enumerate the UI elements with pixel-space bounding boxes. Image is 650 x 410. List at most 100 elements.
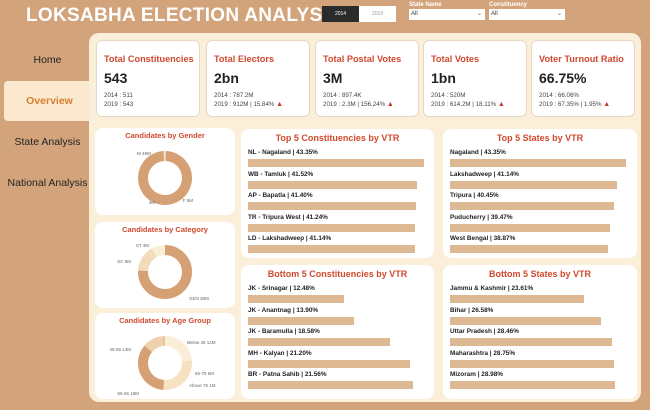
kpi-sub: 2014 : 520M 2019 : 614.2M | 18.11% ▲ bbox=[431, 91, 526, 109]
donut-label: F 5M bbox=[183, 198, 194, 203]
kpi-value: 3M bbox=[323, 70, 343, 86]
kpi-2019-text: 2019 : 67.35% | 1.95% bbox=[539, 101, 602, 108]
bar-row: WB - Tamluk | 41.52% bbox=[248, 171, 428, 189]
bar-row: Mizoram | 28.98% bbox=[450, 371, 631, 389]
bar-row: BR - Patna Sahib | 21.56% bbox=[248, 371, 428, 389]
age-chart-title: Candidates by Age Group bbox=[119, 316, 211, 325]
bottom-constituencies-title: Bottom 5 Constituencies by VTR bbox=[267, 269, 408, 279]
year-2019-button[interactable]: 2019 bbox=[359, 6, 396, 22]
kpi-title: Total Electors bbox=[214, 54, 275, 64]
bottom-constituencies-panel: Bottom 5 Constituencies by VTR JK - Srin… bbox=[241, 265, 434, 399]
kpi-2019: 2019 : 543 bbox=[104, 100, 199, 109]
donut-slice bbox=[163, 360, 192, 390]
bar-row: Maharashtra | 28.75% bbox=[450, 350, 631, 368]
kpi-sub: 2014 : 787.2M 2019 : 912M | 15.84% ▲ bbox=[214, 91, 309, 109]
bar bbox=[248, 202, 416, 210]
bar-label: Bihar | 26.58% bbox=[450, 306, 494, 314]
donut-label: ST 4M bbox=[136, 243, 149, 248]
bar-label: Nagaland | 43.35% bbox=[450, 149, 506, 156]
bar bbox=[450, 295, 584, 303]
kpi-title: Total Constituencies bbox=[104, 54, 194, 64]
warning-triangle-icon: ▲ bbox=[276, 101, 284, 108]
kpi-sub: 2014 : 897.4K 2019 : 2.3M | 156.24% ▲ bbox=[323, 91, 418, 109]
donut-label: 65-75 6M bbox=[195, 371, 214, 376]
bar bbox=[450, 359, 614, 368]
donut-label: GEN 38M bbox=[189, 296, 209, 301]
nav-item-national-analysis[interactable]: National Analysis bbox=[7, 177, 88, 189]
bar-row: Tripura | 40.45% bbox=[450, 192, 631, 210]
kpi-card: Voter Turnout Ratio 66.75% 2014 : 66.06% 20… bbox=[531, 40, 635, 117]
bar-label: JK - Baramulla | 18.58% bbox=[248, 328, 320, 335]
donut-slice bbox=[138, 245, 192, 299]
kpi-2014: 2014 : 511 bbox=[104, 92, 133, 99]
bar bbox=[450, 223, 610, 232]
main-canvas: Total Constituencies 543 2014 : 511 2019 : … bbox=[89, 33, 641, 402]
bottom-states-panel: Bottom 5 States by VTR Jammu & Kashmir |… bbox=[443, 265, 637, 399]
bar-label: Mizoram | 28.98% bbox=[450, 371, 503, 378]
category-donut-chart: GEN 38M SC 8M ST 4M bbox=[117, 243, 209, 301]
donut-label: M 49M bbox=[137, 151, 151, 156]
warning-triangle-icon: ▲ bbox=[386, 101, 394, 108]
bar-label: Maharashtra | 28.75% bbox=[450, 349, 516, 357]
donut-slice bbox=[138, 151, 192, 205]
kpi-value: 2bn bbox=[214, 70, 239, 86]
donut-slice bbox=[138, 248, 158, 272]
bar-row: AP - Bapatla | 41.40% bbox=[248, 192, 428, 210]
kpi-2019-text: 2019 : 912M | 15.84% bbox=[214, 101, 275, 108]
nav-item-home[interactable]: Home bbox=[33, 54, 62, 66]
kpi-2019: 2019 : 2.3M | 156.24% ▲ bbox=[323, 100, 418, 109]
bar-label: AP - Bapatla | 41.40% bbox=[248, 192, 313, 199]
kpi-2014: 2014 : 66.06% bbox=[539, 92, 579, 99]
gender-chart-title: Candidates by Gender bbox=[125, 131, 205, 140]
chevron-down-icon: ⌄ bbox=[476, 11, 482, 17]
kpi-2019: 2019 : 614.2M | 18.11% ▲ bbox=[431, 100, 526, 109]
bar-label: West Bengal | 38.87% bbox=[450, 235, 516, 242]
bar bbox=[248, 295, 344, 303]
constituency-select[interactable]: All ⌄ bbox=[489, 9, 565, 20]
donut-label: Below 45 12M bbox=[187, 340, 216, 345]
bar-label: Uttar Pradesh | 28.46% bbox=[450, 328, 519, 335]
bar bbox=[450, 202, 614, 210]
constituency-filter-label: Constituency bbox=[489, 2, 528, 8]
kpi-card: Total Constituencies 543 2014 : 511 2019 : … bbox=[96, 40, 200, 117]
state-select-value: All bbox=[411, 11, 418, 17]
bar-label: TR - Tripura West | 41.24% bbox=[248, 213, 328, 221]
constituency-select-value: All bbox=[491, 11, 498, 17]
bar-row: JK - Srinagar | 12.48% bbox=[248, 285, 428, 303]
top-states-title: Top 5 States by VTR bbox=[496, 133, 584, 143]
bar-row: West Bengal | 38.87% bbox=[450, 235, 631, 253]
bar bbox=[450, 381, 615, 389]
bar bbox=[450, 338, 612, 346]
nav-item-overview[interactable]: Overview bbox=[4, 81, 95, 121]
state-filter: State Name All ⌄ bbox=[409, 2, 485, 20]
bar-label: MH - Kalyan | 21.20% bbox=[248, 349, 312, 357]
bar bbox=[248, 338, 390, 346]
bar-row: Bihar | 26.58% bbox=[450, 307, 631, 325]
bar-label: LD - Lakshadweep | 41.14% bbox=[248, 235, 332, 242]
donut-label: Above 75 1M bbox=[189, 383, 216, 388]
year-toggle[interactable]: 2014 2019 bbox=[322, 6, 396, 22]
state-select[interactable]: All ⌄ bbox=[409, 9, 485, 20]
kpi-card: Total Votes 1bn 2014 : 520M 2019 : 614.2M |… bbox=[423, 40, 527, 117]
donut-slice bbox=[151, 245, 166, 258]
top-constituencies-title: Top 5 Constituencies by VTR bbox=[275, 133, 400, 143]
kpi-2014: 2014 : 897.4K bbox=[323, 92, 362, 99]
bar bbox=[450, 159, 626, 167]
nav-item-state-analysis[interactable]: State Analysis bbox=[14, 136, 81, 148]
bottom-states-title: Bottom 5 States by VTR bbox=[488, 269, 591, 279]
kpi-card: Total Electors 2bn 2014 : 787.2M 2019 : 912… bbox=[206, 40, 310, 117]
age-chart-panel: Candidates by Age Group Below 45 12M 45-5… bbox=[95, 313, 235, 399]
bar-label: Puducherry | 39.47% bbox=[450, 213, 513, 221]
donut-label: 3M bbox=[149, 200, 156, 205]
bar bbox=[450, 180, 617, 189]
year-2014-button[interactable]: 2014 bbox=[322, 6, 359, 22]
kpi-2019-text: 2019 : 614.2M | 18.11% bbox=[431, 101, 497, 108]
bar bbox=[248, 223, 415, 232]
chevron-down-icon: ⌄ bbox=[556, 11, 562, 17]
bar-row: JK - Baramulla | 18.58% bbox=[248, 328, 428, 346]
bar bbox=[248, 316, 354, 325]
gender-chart-panel: Candidates by Gender M 49M F 5M 3M bbox=[95, 128, 235, 215]
kpi-2019: 2019 : 912M | 15.84% ▲ bbox=[214, 100, 309, 109]
bar-row: Lakshadweep | 41.14% bbox=[450, 171, 631, 189]
kpi-value: 66.75% bbox=[539, 70, 587, 86]
